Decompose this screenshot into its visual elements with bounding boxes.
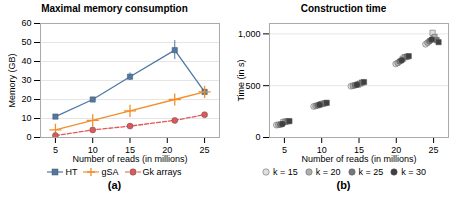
svg-text:Memory (GB): Memory (GB) [7, 53, 17, 107]
html-text:k = 20: k = 20 [315, 166, 341, 177]
svg-text:10: 10 [316, 144, 327, 155]
svg-text:500: 500 [245, 81, 260, 91]
svg-text:5: 5 [53, 145, 58, 155]
html-text:Construction time: Construction time [300, 3, 387, 14]
svg-text:Time (in s): Time (in s) [236, 59, 246, 101]
svg-text:Number of reads (in millions): Number of reads (in millions) [301, 154, 416, 164]
svg-text:1,000: 1,000 [238, 29, 261, 39]
html-text:Maximal memory consumption: Maximal memory consumption [41, 3, 188, 14]
svg-text:20: 20 [21, 94, 31, 104]
html-text:k = 15: k = 15 [272, 166, 298, 177]
svg-text:10: 10 [87, 144, 98, 155]
svg-text:15: 15 [125, 144, 135, 155]
svg-text:20: 20 [162, 144, 173, 155]
html-text:Gk arrays: Gk arrays [142, 166, 182, 177]
html-text:(b): (b) [336, 179, 351, 191]
svg-text:50: 50 [21, 37, 31, 47]
svg-text:15: 15 [354, 144, 364, 155]
svg-text:30: 30 [21, 75, 31, 85]
svg-text:40: 40 [21, 56, 31, 66]
html-text:HT: HT [65, 166, 78, 177]
svg-text:20: 20 [391, 144, 402, 155]
html-text:k = 25: k = 25 [358, 166, 384, 177]
svg-text:0: 0 [26, 132, 31, 142]
html-text:k = 30: k = 30 [401, 166, 427, 177]
svg-text:25: 25 [200, 145, 210, 155]
svg-text:25: 25 [429, 145, 439, 155]
svg-text:0: 0 [255, 132, 260, 142]
svg-text:10: 10 [21, 113, 31, 123]
svg-text:Number of reads (in millions): Number of reads (in millions) [72, 154, 187, 164]
html-text:gSA: gSA [101, 166, 119, 177]
html-text:(a): (a) [107, 179, 122, 191]
svg-text:60: 60 [21, 18, 31, 28]
svg-text:5: 5 [282, 145, 287, 155]
